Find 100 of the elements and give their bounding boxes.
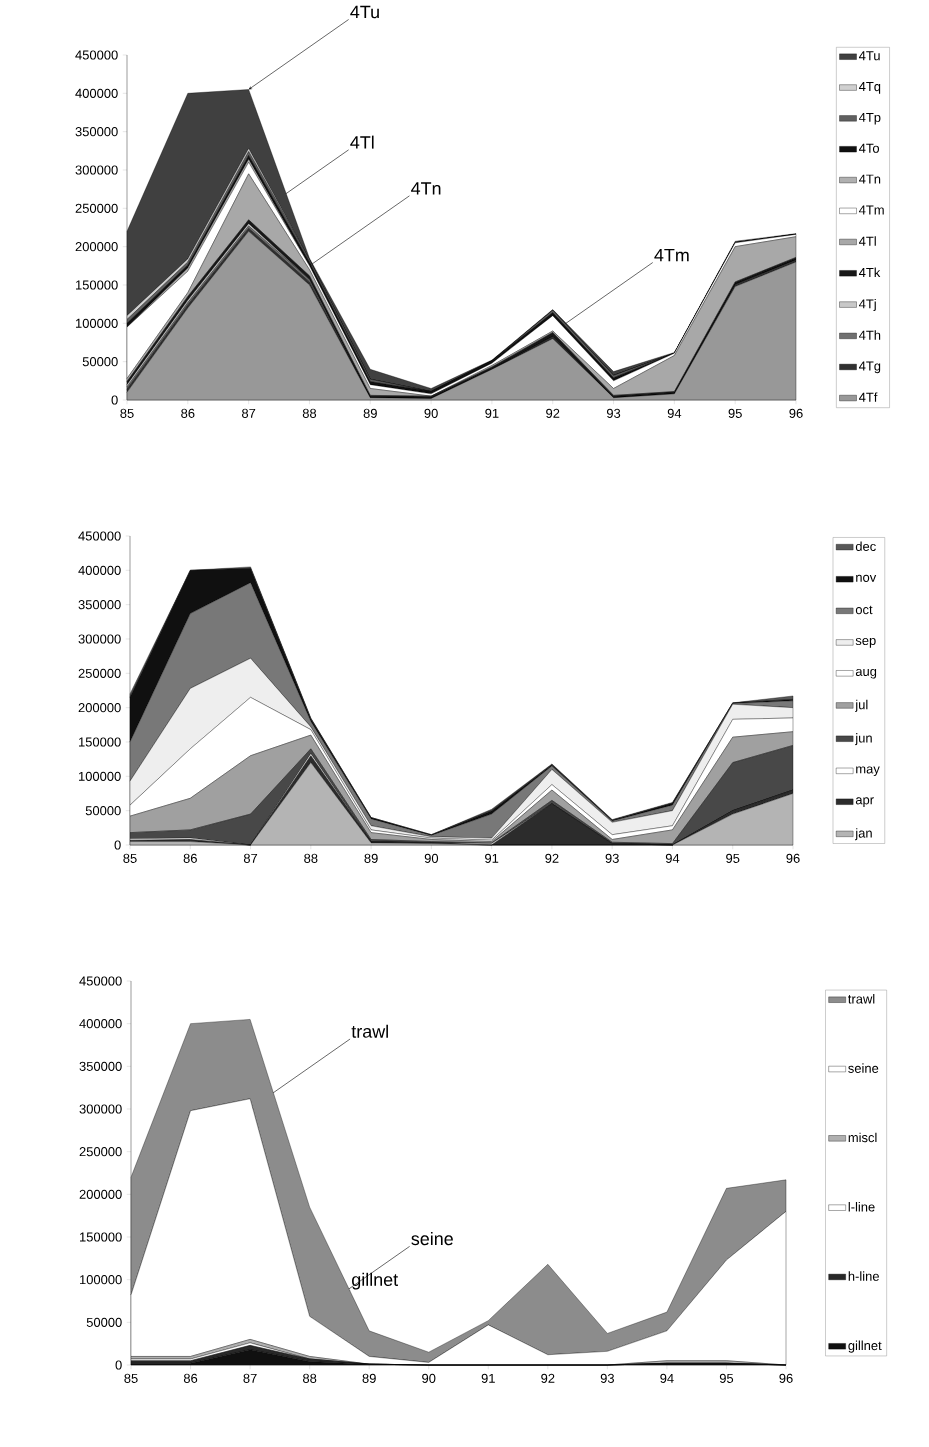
y-tick-label: 450000 xyxy=(78,531,121,541)
legend-label: h-line xyxy=(848,1271,879,1281)
annotation: trawl xyxy=(351,1024,388,1038)
y-tick-label: 250000 xyxy=(78,668,121,678)
annotation: seine xyxy=(411,1231,453,1246)
x-tick-label: 86 xyxy=(183,1373,198,1383)
legend-label: l-line xyxy=(848,1201,875,1212)
x-tick-label: 93 xyxy=(600,1373,615,1383)
y-tick-label: 250000 xyxy=(75,203,118,213)
x-tick-label: 90 xyxy=(422,1373,436,1383)
annotation: 4Tl xyxy=(350,135,374,149)
x-tick-label: 85 xyxy=(120,408,134,418)
y-tick-label: 350000 xyxy=(78,600,121,610)
y-tick-label: 350000 xyxy=(75,127,118,137)
legend-label: aug xyxy=(855,668,877,679)
x-tick-label: 87 xyxy=(243,853,258,863)
annotation: 4Tm xyxy=(654,248,689,262)
x-tick-label: 96 xyxy=(789,408,803,418)
y-tick-label: 400000 xyxy=(78,565,121,575)
x-tick-label: 87 xyxy=(243,1373,257,1383)
x-tick-label: 92 xyxy=(546,408,560,418)
x-tick-label: 85 xyxy=(123,853,137,863)
y-tick-label: 200000 xyxy=(79,1189,122,1199)
y-tick-label: 200000 xyxy=(75,242,118,252)
legend-label: jul xyxy=(855,699,868,712)
legend-label: 4Tn xyxy=(858,174,881,184)
x-tick-label: 87 xyxy=(242,408,256,418)
legend-label: 4Tm xyxy=(858,205,884,215)
y-tick-label: 50000 xyxy=(86,1317,122,1327)
x-tick-label: 94 xyxy=(665,853,680,863)
x-tick-label: 93 xyxy=(605,853,619,863)
legend-label: 4Tf xyxy=(858,392,878,402)
annotation: 4Tu xyxy=(350,5,379,19)
x-tick-label: 91 xyxy=(485,853,499,863)
y-tick-label: 250000 xyxy=(79,1147,122,1157)
y-tick-label: 150000 xyxy=(76,280,118,290)
legend-label: 4Tl xyxy=(858,236,876,246)
legend-label: nov xyxy=(856,574,877,582)
y-tick-label: 300000 xyxy=(79,1104,122,1114)
x-tick-label: 86 xyxy=(181,408,195,418)
x-tick-label: 90 xyxy=(424,853,439,863)
x-tick-label: 95 xyxy=(719,1373,734,1383)
x-tick-label: 89 xyxy=(362,1373,376,1383)
y-tick-label: 150000 xyxy=(80,1232,122,1242)
y-tick-label: 0 xyxy=(115,1360,122,1370)
legend-label: 4Tq xyxy=(858,82,881,94)
x-tick-label: 85 xyxy=(124,1373,138,1383)
y-tick-label: 50000 xyxy=(82,357,118,367)
annotation: 4Tn xyxy=(411,182,441,195)
x-tick-label: 93 xyxy=(606,408,621,418)
x-tick-label: 89 xyxy=(364,853,378,863)
legend-label: 4Tg xyxy=(858,361,881,374)
legend-label: 4Tk xyxy=(858,267,881,277)
legend-label: jan xyxy=(855,828,872,841)
y-tick-label: 0 xyxy=(114,840,121,850)
x-tick-label: 96 xyxy=(786,853,800,863)
y-tick-label: 150000 xyxy=(79,737,121,747)
y-tick-label: 450000 xyxy=(79,976,122,986)
legend-label: miscl xyxy=(848,1132,877,1143)
y-tick-label: 400000 xyxy=(79,1019,122,1029)
y-tick-label: 100000 xyxy=(79,771,121,781)
legend-label: jun xyxy=(855,733,872,746)
x-tick-label: 88 xyxy=(303,1373,317,1383)
y-tick-label: 100000 xyxy=(80,1275,122,1285)
x-tick-label: 89 xyxy=(363,408,377,418)
y-tick-label: 100000 xyxy=(76,318,118,328)
y-tick-label: 300000 xyxy=(75,165,118,175)
x-tick-label: 95 xyxy=(726,853,740,863)
legend-label: sep xyxy=(855,637,876,648)
x-tick-label: 86 xyxy=(183,853,197,863)
x-tick-label: 91 xyxy=(485,408,499,418)
legend-label: gillnet xyxy=(848,1340,882,1353)
x-tick-label: 92 xyxy=(541,1373,555,1383)
y-tick-label: 400000 xyxy=(75,88,118,98)
y-tick-label: 450000 xyxy=(75,50,118,60)
y-tick-label: 300000 xyxy=(78,634,121,644)
y-tick-label: 0 xyxy=(111,395,118,405)
legend-label: may xyxy=(856,766,880,777)
legend-label: seine xyxy=(848,1063,879,1073)
x-tick-label: 96 xyxy=(779,1373,793,1383)
legend-label: oct xyxy=(855,605,873,615)
legend-label: trawl xyxy=(848,994,875,1004)
annotation: gillnet xyxy=(352,1272,398,1290)
x-tick-label: 90 xyxy=(424,408,438,418)
x-tick-label: 94 xyxy=(667,408,682,418)
x-tick-label: 94 xyxy=(660,1373,674,1383)
x-tick-label: 88 xyxy=(302,408,317,418)
y-tick-label: 50000 xyxy=(85,806,121,816)
x-tick-label: 95 xyxy=(728,408,742,418)
x-tick-label: 91 xyxy=(481,1373,495,1383)
x-tick-label: 88 xyxy=(304,853,318,863)
legend-label: 4To xyxy=(858,143,880,153)
x-tick-label: 92 xyxy=(545,853,559,863)
legend-label: dec xyxy=(855,541,876,551)
legend-label: 4Tu xyxy=(858,51,880,61)
legend-label: 4Tp xyxy=(858,112,881,125)
legend-label: 4Tj xyxy=(858,298,876,311)
y-tick-label: 350000 xyxy=(79,1061,122,1071)
legend-label: apr xyxy=(855,797,874,807)
legend-label: 4Th xyxy=(858,330,881,340)
